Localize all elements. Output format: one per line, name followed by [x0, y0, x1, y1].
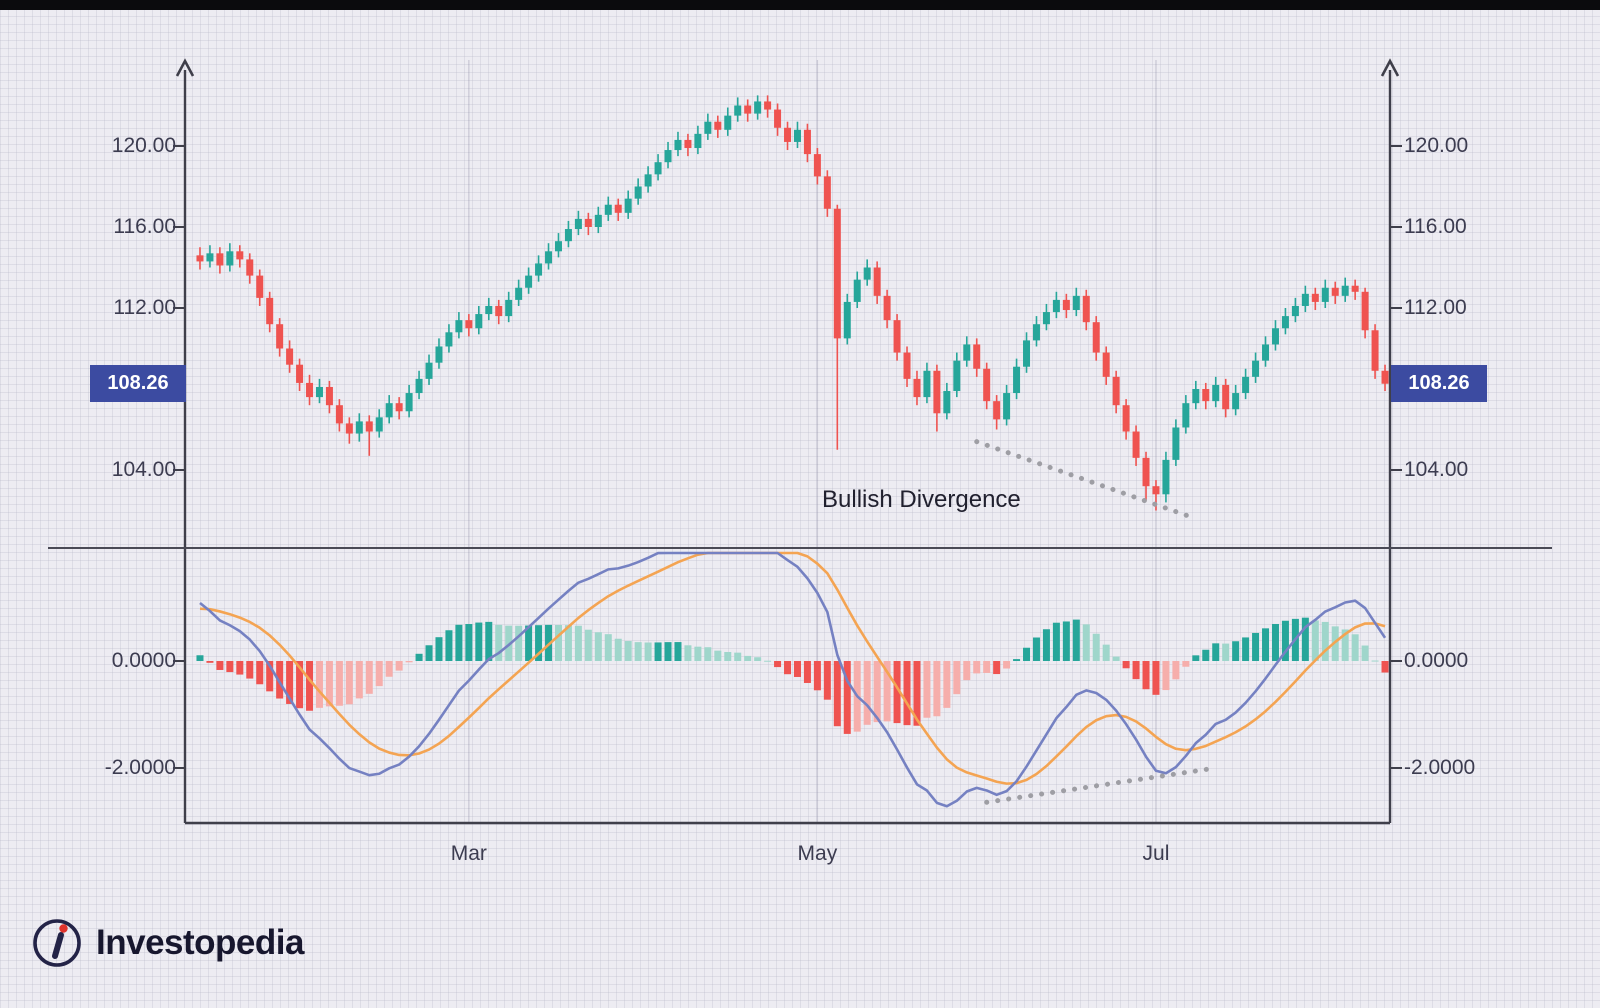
last-price-badge-left: 108.26 [90, 365, 186, 402]
price-axis-label-right: 120.00 [1404, 134, 1469, 157]
month-gridlines [468, 60, 1157, 823]
macd-axis-label-right: -2.0000 [1404, 756, 1476, 779]
price-axis-label-left: 112.00 [113, 296, 176, 319]
month-label-may: May [797, 842, 838, 865]
top-black-bar [0, 0, 1600, 10]
investopedia-logo: Investopedia [30, 916, 304, 970]
price-axis-label-right: 116.00 [1404, 215, 1467, 238]
macd-line [199, 551, 1387, 808]
axes [48, 58, 1552, 825]
macd-axis-label-right: 0.0000 [1404, 649, 1469, 672]
price-axis-label-right: 112.00 [1404, 296, 1467, 319]
price-axis-label-left: 120.00 [111, 134, 176, 157]
price-axis-label-left: 116.00 [113, 215, 176, 238]
macd-axis-label-left: 0.0000 [111, 649, 176, 672]
price-axis-label-right: 104.00 [1404, 458, 1469, 481]
bullish-divergence-label: Bullish Divergence [822, 486, 1021, 513]
macd-axis-label-left: -2.0000 [104, 756, 176, 779]
investopedia-wordmark: Investopedia [96, 923, 304, 962]
macd-histogram [196, 617, 1389, 734]
month-label-jul: Jul [1142, 842, 1170, 865]
investopedia-icon [33, 919, 81, 967]
month-label-mar: Mar [450, 842, 487, 865]
candlestick-series [196, 95, 1389, 511]
price-axis-label-left: 104.00 [111, 458, 176, 481]
last-price-badge-right: 108.26 [1391, 365, 1487, 402]
signal-line [199, 551, 1386, 785]
